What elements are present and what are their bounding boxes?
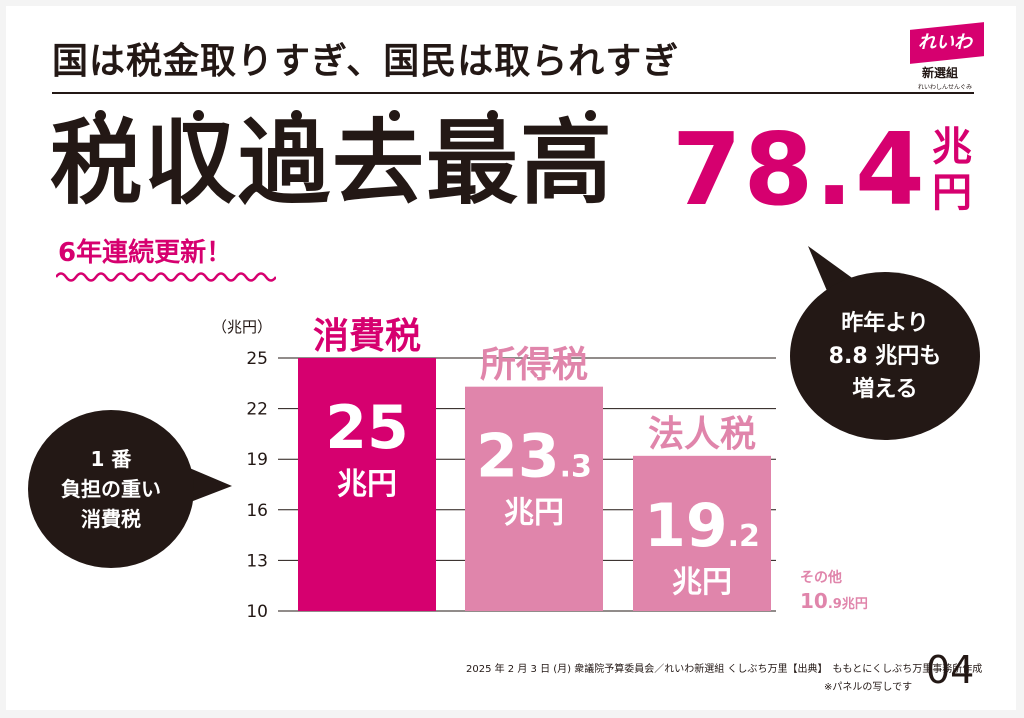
total-value: 78.4 (672, 111, 927, 228)
headline: 税収過去最高 (50, 110, 615, 217)
emphasis-dot (389, 110, 400, 121)
value-unit-label: 兆円 (337, 467, 397, 502)
logo-text: れいわ (918, 32, 972, 53)
value-label: 25 (325, 393, 409, 463)
emphasis-dot (585, 110, 596, 121)
bar-1 (298, 358, 436, 611)
emphasis-dot (487, 110, 498, 121)
y-tick-label: 16 (246, 501, 268, 521)
emphasis-dots (95, 110, 635, 122)
category-label: 所得税 (480, 345, 588, 386)
reiwa-logo: れいわ 新選組 れいわしんせんぐみ (904, 20, 994, 91)
bar-3 (633, 455, 771, 611)
value-label: 19.2 (644, 491, 760, 561)
y-tick-label: 19 (246, 450, 268, 470)
source-footer: 2025 年 2 月 3 日 (月) 衆議院予算委員会／れいわ新選組 くしぶち万… (466, 664, 983, 675)
category-label: 消費税 (313, 316, 421, 357)
logo-sub2: れいわしんせんぐみ (918, 84, 973, 91)
value-unit-label: 兆円 (504, 496, 564, 531)
bar-2 (465, 386, 603, 611)
value-label: 23.3 (476, 422, 592, 492)
y-tick-label: 13 (246, 551, 268, 571)
y-tick-label: 10 (246, 602, 268, 622)
y-axis-label: （兆円） (212, 318, 272, 336)
bubble-consumption: 1 番 負担の重い 消費税 (28, 410, 194, 568)
bubble-increase: 昨年より 8.8 兆円も 増える (790, 272, 980, 440)
other-value: 10.9兆円 (800, 589, 868, 613)
wavy-underline (56, 272, 276, 282)
total-unit: 兆円 (932, 124, 972, 216)
page-number: 04 (926, 648, 975, 692)
logo-sub: 新選組 (922, 66, 959, 80)
y-tick-label: 22 (246, 400, 268, 420)
footer-note: ※パネルの写しです (824, 682, 913, 693)
y-tick-label: 25 (246, 349, 268, 369)
streak-label: 6年連続更新！ (58, 238, 233, 268)
emphasis-dot (95, 110, 106, 121)
title-rule (52, 92, 974, 94)
value-unit-label: 兆円 (672, 565, 732, 600)
subtitle: 国は税金取りすぎ、国民は取られすぎ (52, 41, 680, 82)
other-label: その他 (800, 569, 842, 586)
emphasis-dot (193, 110, 204, 121)
emphasis-dot (291, 110, 302, 121)
category-label: 法人税 (648, 414, 756, 455)
